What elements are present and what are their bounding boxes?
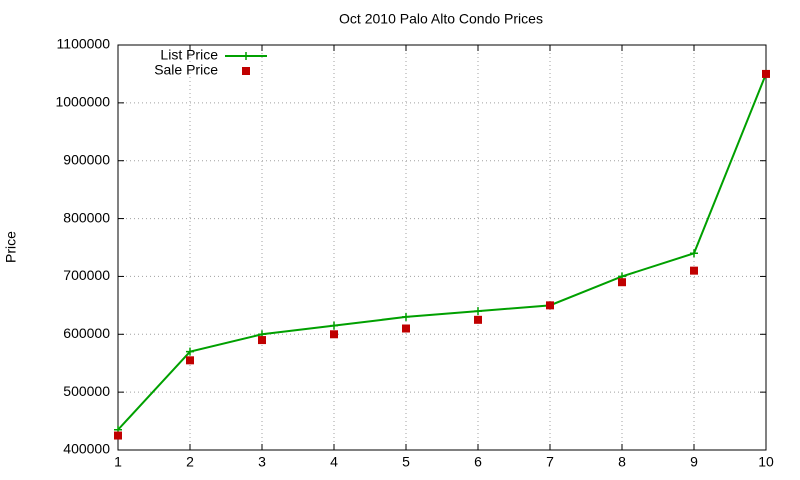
y-tick-label: 700000: [63, 267, 110, 283]
y-tick-label: 800000: [63, 209, 110, 225]
y-tick-label: 600000: [63, 325, 110, 341]
data-point: [114, 431, 122, 440]
x-tick-label: 5: [402, 454, 410, 470]
x-tick-label: 2: [186, 454, 194, 470]
data-point: [330, 330, 338, 339]
data-point: [186, 356, 194, 365]
series-line: [117, 73, 767, 431]
y-axis-label: Price: [3, 231, 19, 263]
data-point: [762, 69, 770, 78]
data-point: [186, 347, 194, 356]
legend-label: List Price: [160, 47, 218, 63]
x-tick-label: 9: [690, 454, 698, 470]
x-tick-label: 8: [618, 454, 626, 470]
y-tick-label: 1100000: [57, 36, 111, 52]
x-tick-label: 7: [546, 454, 554, 470]
x-tick-label: 6: [474, 454, 482, 470]
data-point: [474, 307, 482, 316]
data-point: [474, 315, 482, 324]
legend-marker: [242, 67, 250, 75]
data-point: [402, 324, 410, 333]
chart-title: Oct 2010 Palo Alto Condo Prices: [339, 11, 543, 27]
x-tick-label: 10: [758, 454, 774, 470]
plot-frame: [117, 44, 767, 451]
y-tick-label: 400000: [63, 441, 110, 457]
x-tick-label: 4: [330, 454, 338, 470]
y-tick-label: 900000: [63, 151, 110, 167]
data-point: [546, 301, 554, 310]
data-point: [618, 278, 626, 287]
legend-marker: [242, 52, 250, 60]
y-tick-label: 1000000: [55, 94, 110, 110]
data-point: [690, 249, 698, 258]
data-point: [258, 336, 266, 345]
y-tick-label: 500000: [63, 383, 110, 399]
x-tick-label: 1: [114, 454, 122, 470]
legend-label: Sale Price: [154, 62, 218, 78]
x-tick-label: 3: [258, 454, 266, 470]
data-point: [690, 266, 698, 275]
data-point: [330, 321, 338, 330]
data-point: [402, 312, 410, 321]
